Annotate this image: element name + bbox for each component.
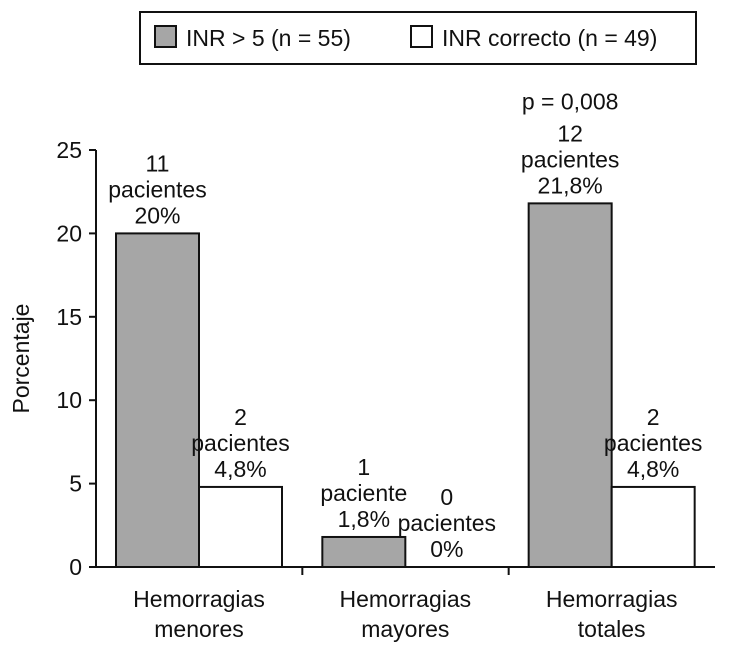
bars (115, 202, 696, 569)
data-label: 21,8% (538, 172, 603, 198)
annotations: p = 0,008 (522, 88, 619, 114)
data-label: 0% (430, 536, 463, 562)
legend-swatch (410, 25, 433, 48)
legend-label: INR correcto (n = 49) (442, 25, 657, 51)
data-label: 4,8% (214, 456, 266, 482)
data-label: 1 (357, 454, 370, 480)
data-label: 2 (647, 404, 660, 430)
y-tick-label: 10 (56, 387, 82, 413)
bar (198, 485, 283, 569)
data-label: pacientes (521, 146, 619, 172)
legend-swatch (154, 25, 177, 48)
data-label: pacientes (191, 430, 289, 456)
y-axis-title: Porcentaje (8, 304, 34, 414)
data-label: 4,8% (627, 456, 679, 482)
x-category-label: Hemorragias (133, 586, 265, 612)
legend: INR > 5 (n = 55) INR correcto (n = 49) (139, 11, 697, 65)
bar (527, 202, 613, 568)
bar (115, 232, 200, 568)
x-category-label: Hemorragias (546, 586, 678, 612)
x-category-label: totales (578, 616, 646, 642)
y-tick-label: 25 (56, 137, 82, 163)
data-label: 2 (234, 404, 247, 430)
x-category-label: menores (154, 616, 243, 642)
y-tick-label: 20 (56, 220, 82, 246)
data-label: 0 (440, 484, 453, 510)
y-tick-label: 15 (56, 304, 82, 330)
bar (610, 485, 696, 569)
data-labels: 11pacientes20%1paciente1,8%12pacientes21… (108, 120, 702, 562)
data-label: pacientes (604, 430, 702, 456)
legend-label: INR > 5 (n = 55) (186, 25, 351, 51)
x-category-label: Hemorragias (340, 586, 472, 612)
x-category-label: mayores (361, 616, 449, 642)
data-label: 11 (146, 150, 170, 176)
data-label: pacientes (108, 176, 206, 202)
data-label: 1,8% (338, 506, 390, 532)
data-label: paciente (320, 480, 407, 506)
y-axis: 0 5 10 15 20 25 Porcentaje (8, 137, 97, 580)
y-tick-label: 5 (69, 471, 82, 497)
data-label: pacientes (398, 510, 496, 536)
x-axis: Hemorragias menores Hemorragias mayores Hemo… (96, 566, 715, 642)
bar (321, 535, 407, 569)
data-label: 12 (557, 120, 583, 146)
p-value-annotation: p = 0,008 (522, 88, 619, 114)
data-label: 20% (134, 202, 180, 228)
y-tick-label: 0 (69, 554, 82, 580)
